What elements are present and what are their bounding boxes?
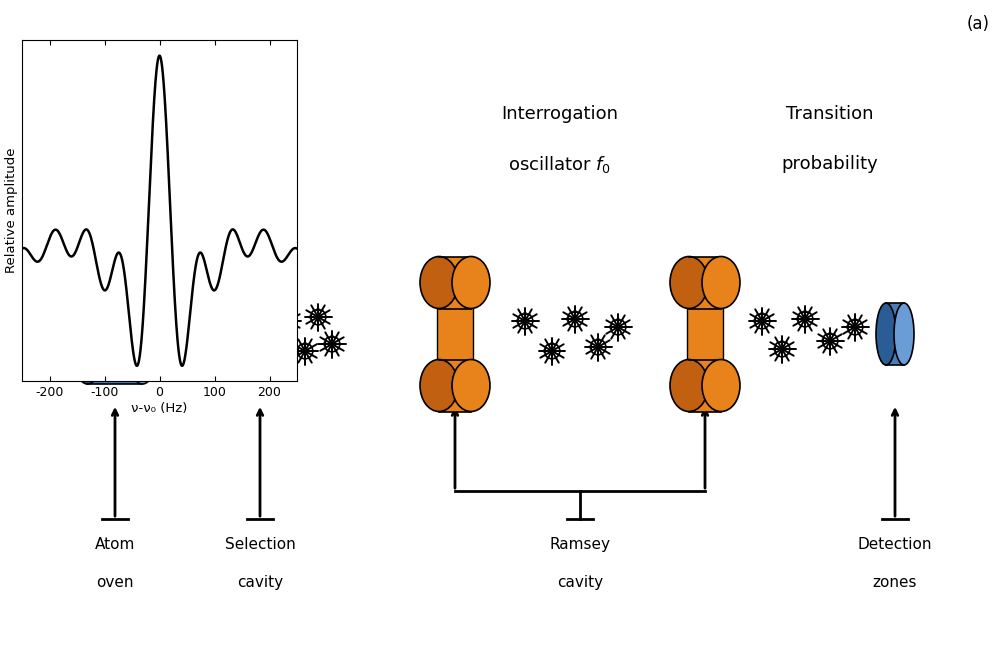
Polygon shape	[439, 359, 471, 411]
Ellipse shape	[420, 359, 458, 411]
Text: (a): (a)	[966, 15, 989, 33]
Ellipse shape	[702, 359, 740, 411]
X-axis label: ν-ν₀ (Hz): ν-ν₀ (Hz)	[131, 402, 188, 415]
Text: Detection: Detection	[858, 537, 932, 552]
Y-axis label: Relative amplitude: Relative amplitude	[5, 148, 18, 274]
Text: Selection: Selection	[225, 537, 295, 552]
Text: cavity: cavity	[557, 575, 603, 590]
Ellipse shape	[237, 289, 261, 379]
Ellipse shape	[420, 256, 458, 308]
Ellipse shape	[894, 303, 914, 365]
Polygon shape	[439, 256, 471, 308]
Ellipse shape	[670, 256, 708, 308]
Polygon shape	[886, 303, 904, 365]
Text: zones: zones	[873, 575, 917, 590]
Polygon shape	[249, 289, 271, 379]
Ellipse shape	[69, 284, 106, 384]
Ellipse shape	[702, 256, 740, 308]
Polygon shape	[687, 308, 723, 359]
Text: Atom: Atom	[95, 537, 135, 552]
Polygon shape	[689, 359, 721, 411]
Polygon shape	[437, 308, 473, 359]
Ellipse shape	[876, 303, 896, 365]
Text: Ramsey: Ramsey	[550, 537, 610, 552]
Ellipse shape	[259, 289, 283, 379]
Text: cavity: cavity	[237, 575, 283, 590]
Ellipse shape	[452, 256, 490, 308]
Ellipse shape	[124, 284, 160, 384]
Text: oscillator $f_0$: oscillator $f_0$	[508, 153, 612, 175]
Ellipse shape	[670, 359, 708, 411]
Ellipse shape	[452, 359, 490, 411]
Polygon shape	[88, 284, 142, 384]
Polygon shape	[689, 256, 721, 308]
Text: probability: probability	[782, 155, 878, 173]
Text: Transition: Transition	[786, 105, 874, 123]
Text: Interrogation: Interrogation	[502, 105, 618, 123]
Text: oven: oven	[96, 575, 134, 590]
